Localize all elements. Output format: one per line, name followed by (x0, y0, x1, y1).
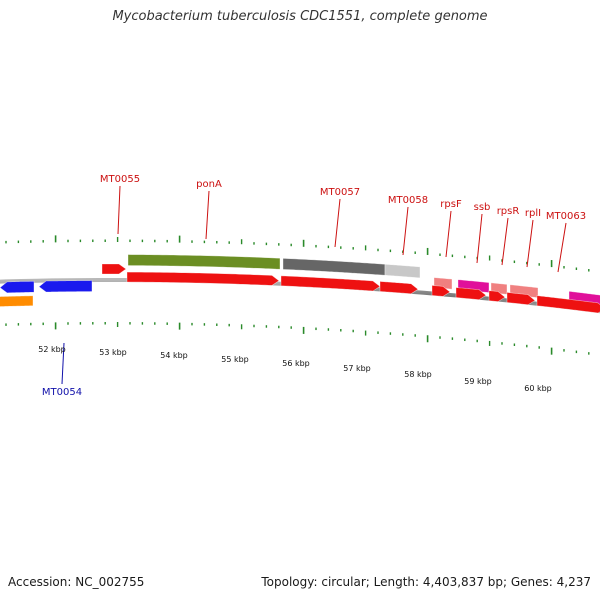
leader-line (402, 206, 409, 256)
gene-label: ssb (474, 202, 491, 213)
feature-outer0-11 (379, 281, 419, 295)
feature-outer1-3 (101, 263, 127, 275)
outer-tick-ring (5, 235, 590, 272)
feature-inner0-18 (38, 280, 93, 293)
leader-line (557, 222, 567, 273)
gene-label: MT0055 (100, 174, 140, 185)
gene-labels: MT0055 ponA MT0057 MT0058 rpsF ssb rpsR rplI MT0… (42, 174, 586, 398)
genome-stats-text: Topology: circular; Length: 4,403,837 bp… (261, 575, 591, 589)
leader-line (334, 198, 341, 248)
label-leader-lines (61, 185, 567, 385)
feature-outer0-13 (455, 287, 487, 301)
feature-outer0-15 (506, 292, 536, 306)
leader-line (526, 219, 534, 268)
inner-tick-ring (5, 322, 590, 355)
feature-inner1-19 (0, 295, 34, 307)
gene-label: rpsR (497, 206, 520, 217)
scale-label: 54 kbp (160, 351, 188, 360)
leader-line (501, 217, 509, 266)
feature-outer0-16 (536, 295, 600, 314)
gene-label: MT0063 (546, 211, 586, 222)
accession-text: Accession: NC_002755 (8, 575, 145, 589)
leader-line (117, 185, 121, 235)
gene-label: MT0058 (388, 195, 428, 206)
feature-outer2-0 (127, 254, 281, 270)
feature-outer0-9 (126, 271, 280, 286)
gene-label: MT0057 (320, 187, 360, 198)
feature-outer2-2 (384, 263, 421, 279)
map-title: Mycobacterium tuberculosis CDC1551, comp… (112, 9, 488, 24)
feature-outer0-12 (431, 285, 451, 297)
scale-label: 53 kbp (99, 348, 127, 357)
feature-tracks (0, 254, 600, 314)
leader-line (445, 210, 452, 258)
gene-label: MT0054 (42, 387, 82, 398)
scale-label: 52 kbp (38, 345, 66, 354)
scale-label: 58 kbp (404, 370, 432, 379)
feature-outer2-1 (282, 258, 386, 276)
scale-label: 55 kbp (221, 355, 249, 364)
feature-outer0-10 (280, 275, 381, 292)
feature-inner0-17 (0, 280, 35, 294)
feature-outer0-14 (488, 290, 506, 302)
scale-label: 59 kbp (464, 377, 492, 386)
scale-label: 57 kbp (343, 364, 371, 373)
gene-label: rpsF (440, 199, 462, 210)
scale-labels: 52 kbp 53 kbp 54 kbp 55 kbp 56 kbp 57 kbp 58 k… (38, 345, 552, 393)
leader-line (476, 213, 483, 264)
gene-label: ponA (196, 179, 222, 190)
scale-label: 56 kbp (282, 359, 310, 368)
scale-label: 60 kbp (524, 384, 552, 393)
gene-label: rplI (525, 208, 541, 219)
leader-line (61, 342, 65, 385)
leader-line (205, 190, 210, 240)
